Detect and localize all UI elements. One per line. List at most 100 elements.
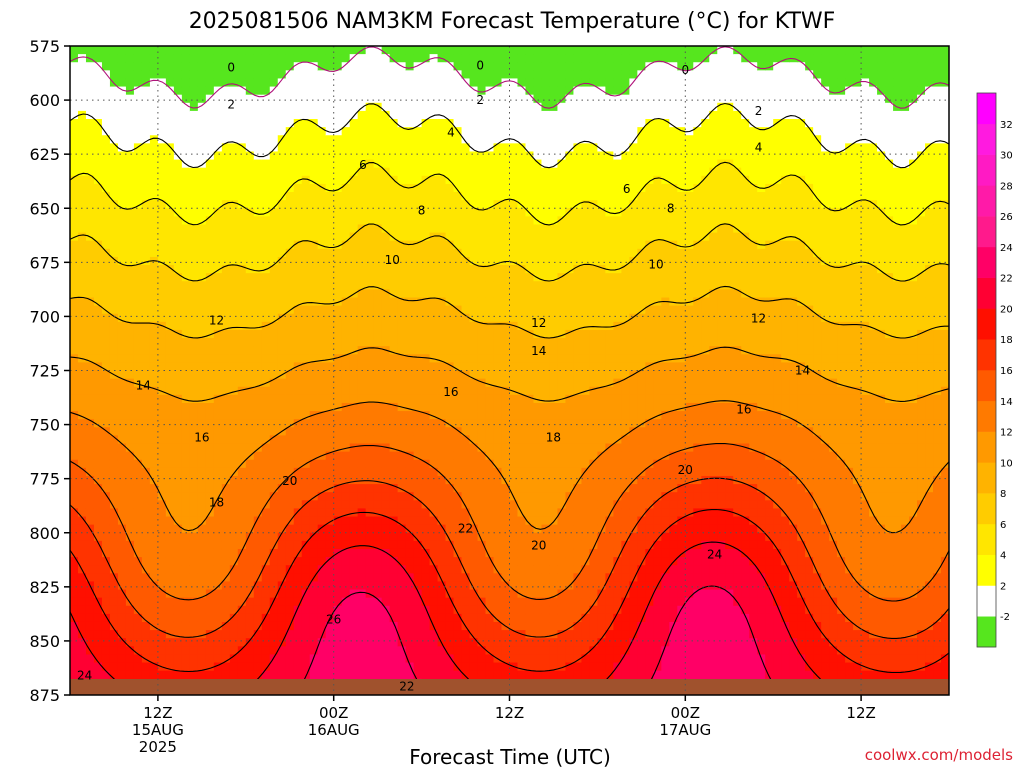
- field-cell: [125, 70, 135, 80]
- field-cell: [285, 362, 295, 372]
- field-cell: [381, 224, 391, 234]
- field-cell: [229, 273, 239, 282]
- field-cell: [133, 102, 143, 112]
- field-cell: [501, 297, 511, 307]
- field-cell: [197, 573, 207, 583]
- field-cell: [357, 240, 367, 250]
- field-cell: [261, 394, 271, 404]
- field-cell: [205, 183, 215, 193]
- field-cell: [533, 265, 543, 274]
- field-cell: [141, 613, 151, 623]
- field-cell: [381, 289, 391, 299]
- field-cell: [389, 386, 399, 396]
- field-cell: [389, 94, 399, 104]
- field-cell: [221, 516, 231, 526]
- field-cell: [405, 581, 415, 591]
- field-cell: [70, 159, 79, 169]
- field-cell: [493, 362, 503, 372]
- field-cell: [477, 605, 487, 615]
- field-cell: [325, 70, 335, 80]
- field-cell: [429, 281, 439, 290]
- field-cell: [133, 532, 143, 542]
- field-cell: [317, 159, 327, 169]
- field-cell: [317, 200, 327, 209]
- field-cell: [509, 508, 519, 518]
- field-cell: [141, 630, 151, 639]
- field-cell: [70, 597, 79, 607]
- field-cell: [213, 175, 223, 185]
- field-cell: [397, 151, 407, 161]
- field-cell: [357, 297, 367, 307]
- field-cell: [341, 662, 351, 672]
- field-cell: [477, 248, 487, 258]
- field-cell: [245, 443, 255, 453]
- field-cell: [181, 540, 191, 550]
- field-cell: [397, 248, 407, 258]
- field-cell: [517, 281, 527, 290]
- field-cell: [141, 467, 151, 477]
- field-cell: [85, 329, 95, 339]
- field-cell: [317, 662, 327, 672]
- field-cell: [117, 621, 127, 631]
- field-cell: [101, 443, 111, 453]
- field-cell: [509, 613, 519, 623]
- field-cell: [93, 581, 103, 591]
- field-cell: [181, 662, 191, 672]
- field-cell: [245, 427, 255, 436]
- field-cell: [173, 305, 183, 315]
- field-cell: [221, 565, 231, 574]
- field-cell: [413, 419, 423, 428]
- field-cell: [549, 613, 559, 623]
- field-cell: [77, 540, 87, 550]
- field-cell: [85, 484, 95, 493]
- field-cell: [469, 354, 479, 363]
- field-cell: [485, 265, 495, 274]
- field-cell: [149, 175, 159, 185]
- field-cell: [205, 467, 215, 477]
- field-cell: [293, 621, 303, 631]
- field-cell: [421, 70, 431, 80]
- field-cell: [477, 281, 487, 290]
- field-cell: [117, 321, 127, 331]
- field-cell: [293, 459, 303, 469]
- field-cell: [141, 54, 151, 63]
- field-cell: [397, 232, 407, 242]
- field-cell: [485, 589, 495, 599]
- field-cell: [229, 192, 239, 201]
- field-cell: [341, 419, 351, 428]
- field-cell: [93, 329, 103, 339]
- field-cell: [165, 248, 175, 258]
- field-cell: [165, 78, 175, 88]
- field-cell: [397, 86, 407, 96]
- field-cell: [501, 581, 511, 591]
- field-cell: [237, 613, 247, 623]
- field-cell: [445, 102, 455, 112]
- field-cell: [213, 273, 223, 282]
- field-cell: [525, 435, 535, 445]
- field-cell: [269, 119, 279, 128]
- field-cell: [493, 321, 503, 331]
- field-cell: [493, 427, 503, 436]
- field-cell: [141, 548, 151, 558]
- field-cell: [285, 232, 295, 242]
- field-cell: [213, 654, 223, 664]
- field-cell: [70, 329, 79, 339]
- field-cell: [245, 557, 255, 566]
- field-cell: [509, 256, 519, 266]
- field-cell: [85, 475, 95, 485]
- field-cell: [485, 492, 495, 501]
- field-cell: [125, 492, 135, 501]
- field-cell: [189, 605, 199, 615]
- field-cell: [109, 208, 119, 217]
- field-cell: [173, 378, 183, 388]
- field-cell: [485, 224, 495, 234]
- field-cell: [109, 646, 119, 656]
- field-cell: [205, 151, 215, 161]
- field-cell: [437, 484, 447, 493]
- field-cell: [109, 630, 119, 639]
- field-cell: [389, 621, 399, 631]
- field-cell: [477, 492, 487, 501]
- field-cell: [277, 670, 287, 680]
- field-cell: [493, 305, 503, 315]
- field-cell: [557, 427, 567, 436]
